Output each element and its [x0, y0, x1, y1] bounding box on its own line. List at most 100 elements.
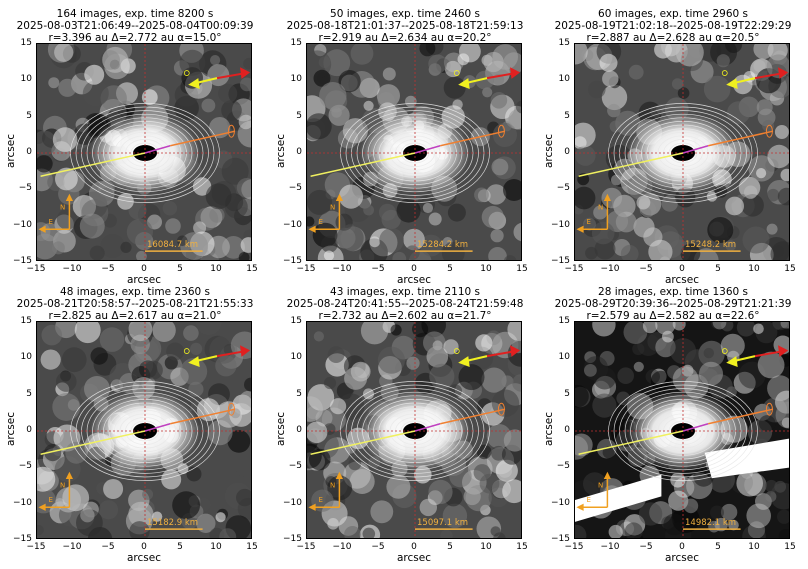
x-tick-label: 15 — [516, 264, 528, 274]
x-tick-label: 5 — [177, 264, 183, 274]
y-tick-label: −10 — [551, 219, 570, 230]
panel-title: 164 images, exp. time 8200 s 2025-08-03T2… — [0, 8, 270, 44]
x-tick-label: 10 — [210, 542, 222, 552]
y-axis-label: arcsec — [5, 412, 17, 446]
x-tick-label: −15 — [296, 264, 316, 274]
image-axes: N E 15097.1 km — [306, 321, 522, 539]
x-axis-label: arcsec — [127, 552, 161, 564]
x-axis-label: arcsec — [397, 274, 431, 286]
y-tick-label: 0 — [564, 425, 570, 435]
panel-title: 43 images, exp. time 2110 s 2025-08-24T20… — [270, 286, 540, 322]
svg-text:N: N — [598, 482, 603, 490]
y-axis-label: arcsec — [5, 134, 17, 168]
x-tick-label: 15 — [246, 542, 258, 552]
panel-title: 28 images, exp. time 1360 s 2025-08-29T20… — [538, 286, 808, 322]
x-tick-label: 0 — [679, 542, 685, 552]
y-tick-label: −5 — [288, 461, 302, 472]
y-tick-label: 15 — [20, 38, 32, 48]
title-line: 48 images, exp. time 2360 s — [60, 286, 210, 298]
y-tick-label: 15 — [20, 316, 32, 326]
x-axis-label: arcsec — [665, 274, 699, 286]
geometry-line: r=2.825 au Δ=2.617 au α=21.0° — [48, 310, 222, 322]
x-tick-label: −5 — [101, 264, 115, 274]
y-tick-label: −15 — [283, 534, 302, 544]
y-tick-label: −10 — [13, 497, 32, 508]
time-range-line: 2025-08-19T21:02:18--2025-08-19T22:29:29 — [554, 20, 792, 32]
comet-image-panel: 43 images, exp. time 2110 s 2025-08-24T20… — [270, 278, 540, 564]
svg-text:E: E — [587, 218, 591, 226]
panel-title: 48 images, exp. time 2360 s 2025-08-21T20… — [0, 286, 270, 322]
y-tick-label: −5 — [556, 183, 570, 194]
y-tick-label: 5 — [564, 110, 570, 121]
y-tick-label: 15 — [558, 316, 570, 326]
scale-bar-label: 15248.2 km — [685, 240, 737, 251]
y-tick-label: 15 — [558, 38, 570, 48]
title-line: 50 images, exp. time 2460 s — [330, 8, 480, 20]
y-tick-label: 10 — [290, 74, 302, 85]
x-tick-label: 10 — [748, 264, 760, 274]
x-tick-label: −10 — [332, 264, 352, 274]
comet-image: N E — [307, 44, 521, 260]
title-line: 43 images, exp. time 2110 s — [330, 286, 480, 298]
y-tick-label: 10 — [20, 74, 32, 85]
y-tick-label: 0 — [296, 147, 302, 157]
svg-text:N: N — [330, 482, 335, 490]
y-tick-label: 0 — [26, 147, 32, 157]
x-tick-label: −15 — [296, 542, 316, 552]
y-tick-label: −10 — [13, 219, 32, 230]
svg-text:E: E — [49, 496, 53, 504]
y-axis-label: arcsec — [543, 134, 555, 168]
y-tick-label: −5 — [288, 183, 302, 194]
y-tick-label: 5 — [296, 388, 302, 399]
x-tick-label: 15 — [784, 542, 796, 552]
x-tick-label: −15 — [564, 264, 584, 274]
y-tick-label: 5 — [296, 110, 302, 121]
comet-image-panel: 50 images, exp. time 2460 s 2025-08-18T21… — [270, 0, 540, 286]
y-tick-label: −15 — [13, 534, 32, 544]
comet-image: N E — [575, 322, 789, 538]
geometry-line: r=3.396 au Δ=2.772 au α=15.0° — [48, 32, 222, 44]
y-tick-label: −5 — [18, 461, 32, 472]
y-tick-label: −15 — [551, 256, 570, 266]
svg-text:N: N — [60, 204, 65, 212]
y-tick-label: −10 — [283, 219, 302, 230]
x-tick-label: 5 — [715, 542, 721, 552]
title-line: 28 images, exp. time 1360 s — [598, 286, 748, 298]
x-tick-label: −15 — [26, 542, 46, 552]
svg-text:E: E — [319, 218, 323, 226]
comet-image: N E — [37, 322, 251, 538]
y-tick-label: 0 — [296, 425, 302, 435]
x-tick-label: 15 — [516, 542, 528, 552]
x-axis-label: arcsec — [665, 552, 699, 564]
x-tick-label: 5 — [447, 542, 453, 552]
scale-bar-label: 15182.9 km — [147, 518, 199, 529]
x-tick-label: 0 — [411, 264, 417, 274]
image-axes: N E 15182.9 km — [36, 321, 252, 539]
image-axes: N E 14982.1 km — [574, 321, 790, 539]
y-axis-label: arcsec — [275, 412, 287, 446]
x-tick-label: 10 — [480, 542, 492, 552]
y-tick-label: 10 — [558, 74, 570, 85]
scale-bar-label: 15284.2 km — [417, 240, 469, 251]
x-tick-label: 5 — [715, 264, 721, 274]
x-tick-label: 10 — [748, 542, 760, 552]
x-tick-label: 10 — [480, 264, 492, 274]
y-tick-label: −10 — [551, 497, 570, 508]
y-tick-label: 0 — [26, 425, 32, 435]
x-tick-label: −5 — [371, 264, 385, 274]
title-line: 60 images, exp. time 2960 s — [598, 8, 748, 20]
x-tick-label: −15 — [564, 542, 584, 552]
svg-text:N: N — [330, 204, 335, 212]
y-tick-label: 10 — [558, 352, 570, 363]
y-tick-label: −15 — [551, 534, 570, 544]
comet-image-panel: 28 images, exp. time 1360 s 2025-08-29T20… — [538, 278, 808, 564]
x-tick-label: 0 — [411, 542, 417, 552]
x-axis-label: arcsec — [397, 552, 431, 564]
scale-bar-label: 14982.1 km — [685, 518, 737, 529]
svg-text:E: E — [49, 218, 53, 226]
x-tick-label: 15 — [246, 264, 258, 274]
panel-title: 60 images, exp. time 2960 s 2025-08-19T21… — [538, 8, 808, 44]
comet-image: N E — [575, 44, 789, 260]
panel-title: 50 images, exp. time 2460 s 2025-08-18T21… — [270, 8, 540, 44]
comet-image-panel: 48 images, exp. time 2360 s 2025-08-21T20… — [0, 278, 270, 564]
